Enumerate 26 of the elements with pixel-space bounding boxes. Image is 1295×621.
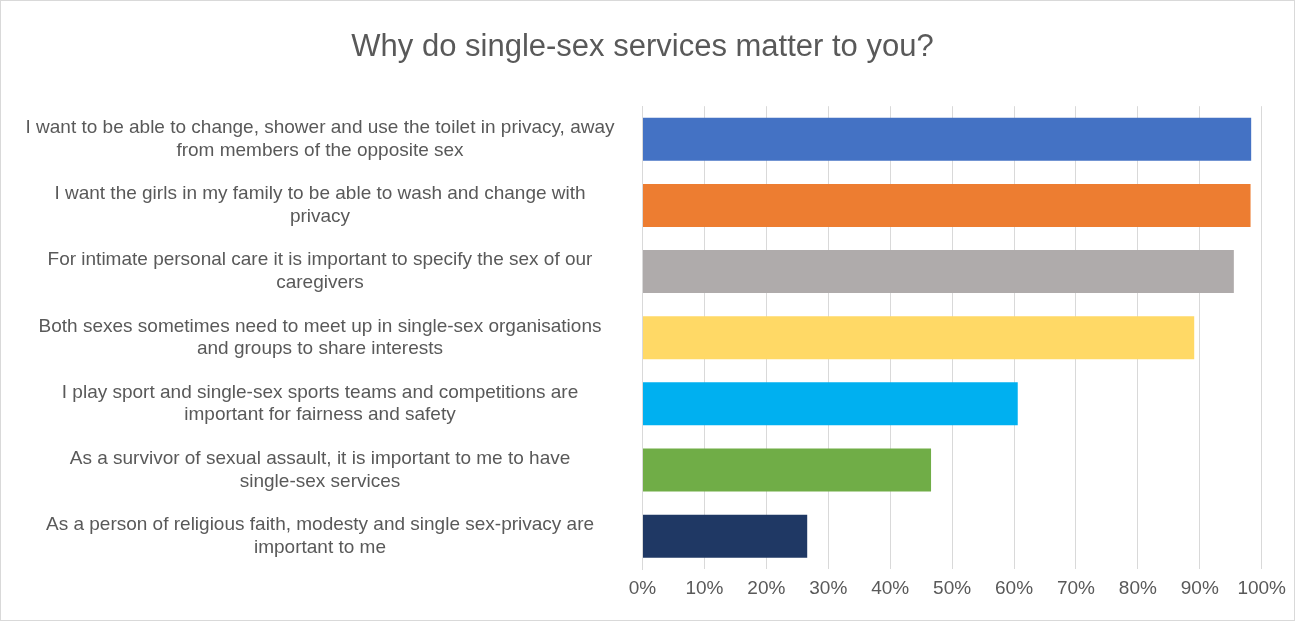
- x-tick-label: 60%: [995, 576, 1034, 598]
- x-tick-label: 50%: [933, 576, 972, 598]
- x-tick-label: 90%: [1180, 576, 1219, 598]
- bar: [643, 250, 1234, 294]
- x-tick-label: 10%: [685, 576, 724, 598]
- x-tick-label: 40%: [871, 576, 910, 598]
- bar: [643, 117, 1252, 161]
- bar: [643, 382, 1018, 426]
- y-tick-label: As a survivor of sexual assault, it is important to me to have single-sex services: [69, 446, 571, 491]
- y-tick-label: I want to be able to change, shower and use the toilet in privacy, away from members of the opposite sex: [25, 116, 615, 160]
- bar: [643, 183, 1251, 227]
- chart-title: Why do single-sex services matter to you?: [351, 28, 934, 64]
- y-tick-label: I want the girls in my family to be able to wash and change with privacy: [54, 182, 586, 227]
- bar: [643, 448, 932, 492]
- y-tick-label: Both sexes sometimes need to meet up in single-sex organisations and groups to share interests: [38, 314, 602, 359]
- y-tick-label: As a person of religious faith, modesty and single sex-privacy are important to me: [45, 512, 595, 557]
- x-tick-label: 70%: [1056, 576, 1096, 598]
- x-tick-label: 30%: [809, 576, 848, 598]
- x-tick-label: 0%: [628, 576, 657, 598]
- y-tick-label: I play sport and single-sex sports teams and competitions are important for fairness and safety: [61, 380, 579, 425]
- bar: [643, 514, 808, 558]
- x-tick-label: 80%: [1118, 576, 1157, 598]
- y-tick-label: For intimate personal care it is important to specify the sex of our caregivers: [47, 248, 594, 293]
- x-tick-label: 100%: [1237, 576, 1287, 598]
- bar: [643, 316, 1195, 360]
- x-tick-label: 20%: [747, 576, 786, 598]
